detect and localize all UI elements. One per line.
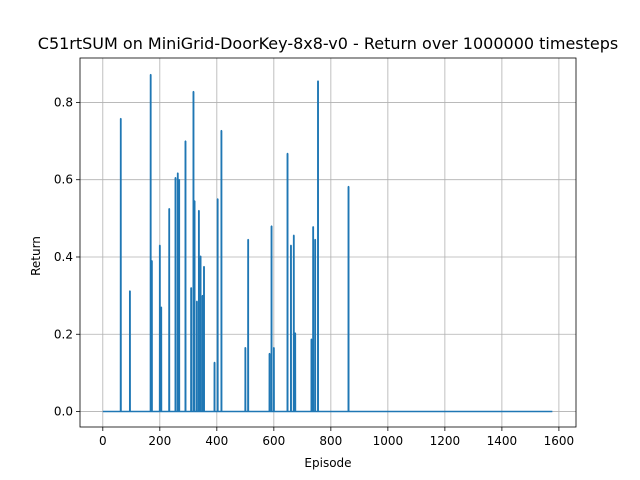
- x-axis-label: Episode: [304, 456, 351, 470]
- x-tick-label: 0: [99, 434, 107, 448]
- chart-title: C51rtSUM on MiniGrid-DoorKey-8x8-v0 - Re…: [38, 34, 618, 53]
- data-layer: [102, 73, 553, 413]
- grid-lines: [80, 58, 576, 427]
- x-tick-label: 1000: [373, 434, 404, 448]
- axes: [79, 57, 577, 428]
- y-axis-label: Return: [29, 236, 43, 276]
- y-tick-label: 0.0: [54, 405, 73, 419]
- y-tick-label: 0.6: [54, 173, 73, 187]
- plot-frame: [79, 57, 577, 428]
- x-tick-label: 1400: [487, 434, 518, 448]
- x-tick-label: 200: [148, 434, 171, 448]
- x-tick-label: 1200: [430, 434, 461, 448]
- ticks: 0 200 400 600 800 1000 1200 1400 1600 0.0 0.2 0.4 0.…: [54, 95, 574, 448]
- x-tick-label: 400: [205, 434, 228, 448]
- y-tick-label: 0.8: [54, 95, 73, 109]
- y-tick-label: 0.2: [54, 327, 73, 341]
- x-tick-label: 600: [262, 434, 285, 448]
- y-tick-label: 0.4: [54, 250, 73, 264]
- x-tick-label: 800: [319, 434, 342, 448]
- x-tick-label: 1600: [544, 434, 575, 448]
